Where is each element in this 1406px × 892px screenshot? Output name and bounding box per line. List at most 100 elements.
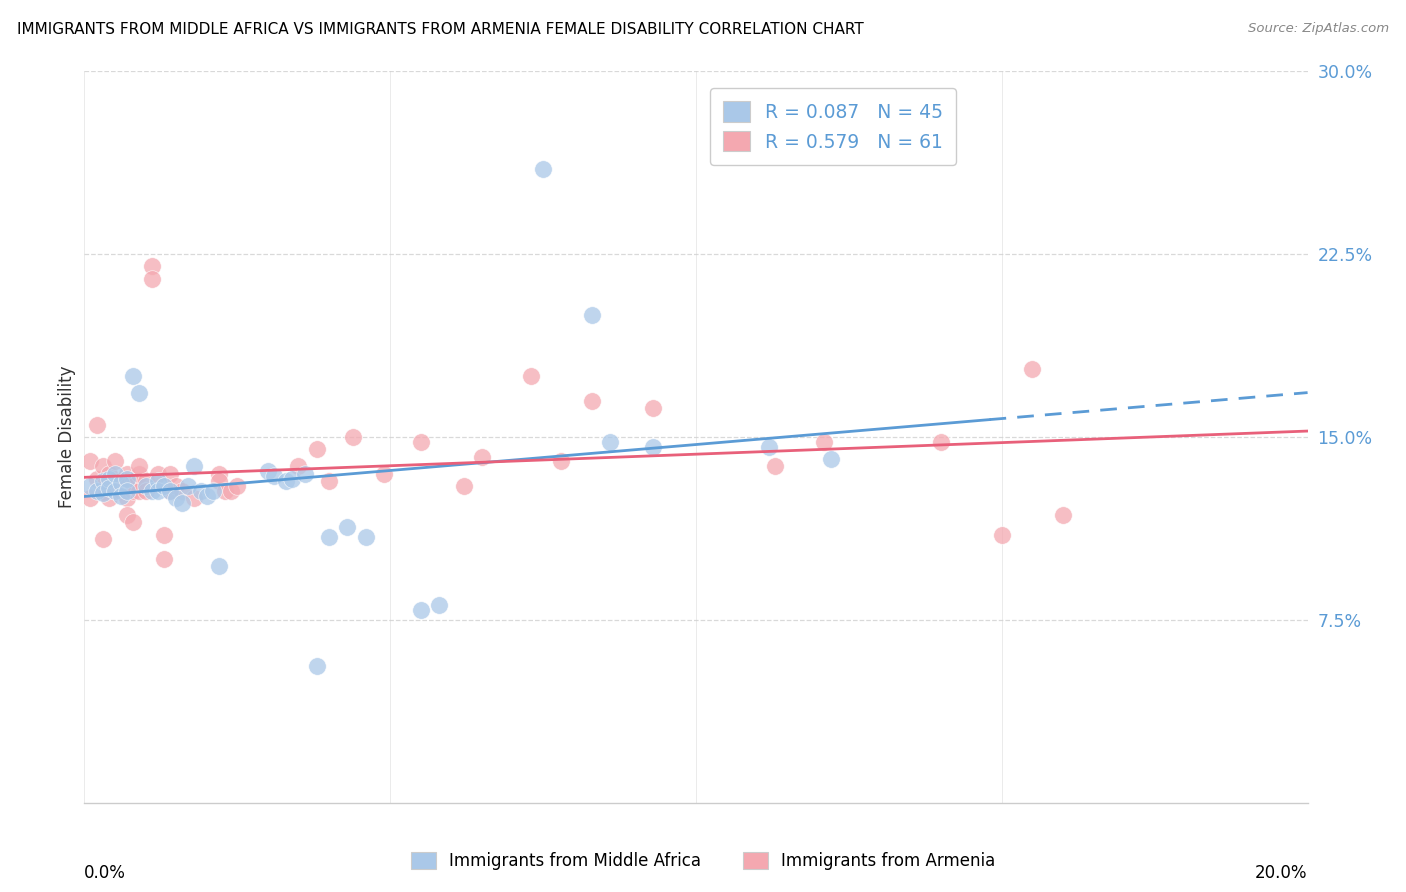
Point: [159, 467, 181, 481]
Point: [153, 552, 176, 566]
Point: [226, 479, 249, 493]
Point: [336, 520, 359, 534]
Point: [91, 483, 114, 498]
Point: [97, 467, 120, 481]
Point: [643, 440, 665, 454]
Point: [318, 474, 340, 488]
Point: [765, 459, 787, 474]
Point: [172, 483, 194, 498]
Point: [115, 483, 138, 498]
Point: [263, 469, 285, 483]
Point: [318, 530, 340, 544]
Point: [115, 471, 138, 485]
Point: [165, 479, 187, 493]
Point: [531, 161, 554, 176]
Text: 0.0%: 0.0%: [84, 863, 127, 882]
Point: [128, 386, 150, 401]
Point: [110, 474, 132, 488]
Point: [104, 483, 127, 498]
Point: [115, 467, 138, 481]
Point: [599, 434, 621, 449]
Point: [110, 489, 132, 503]
Point: [79, 454, 101, 468]
Point: [122, 474, 145, 488]
Point: [257, 464, 280, 478]
Point: [305, 442, 328, 457]
Text: 20.0%: 20.0%: [1256, 863, 1308, 882]
Point: [929, 434, 952, 449]
Point: [581, 393, 603, 408]
Point: [1052, 508, 1074, 522]
Point: [294, 467, 316, 481]
Point: [813, 434, 835, 449]
Point: [122, 483, 145, 498]
Point: [86, 471, 108, 485]
Point: [214, 483, 236, 498]
Point: [91, 533, 114, 547]
Point: [991, 527, 1014, 541]
Point: [471, 450, 494, 464]
Legend: R = 0.087   N = 45, R = 0.579   N = 61: R = 0.087 N = 45, R = 0.579 N = 61: [710, 88, 956, 165]
Point: [550, 454, 572, 468]
Point: [183, 459, 205, 474]
Point: [128, 467, 150, 481]
Point: [153, 479, 176, 493]
Point: [146, 467, 169, 481]
Point: [141, 483, 163, 498]
Point: [135, 479, 157, 493]
Point: [758, 440, 780, 454]
Point: [159, 483, 181, 498]
Point: [1021, 361, 1043, 376]
Point: [305, 659, 328, 673]
Point: [91, 474, 114, 488]
Point: [110, 483, 132, 498]
Point: [91, 459, 114, 474]
Point: [104, 483, 127, 498]
Point: [135, 474, 157, 488]
Point: [110, 479, 132, 493]
Point: [643, 401, 665, 415]
Point: [146, 483, 169, 498]
Point: [201, 483, 224, 498]
Point: [79, 479, 101, 493]
Point: [409, 603, 432, 617]
Point: [86, 417, 108, 432]
Point: [141, 260, 163, 274]
Point: [128, 483, 150, 498]
Point: [281, 471, 304, 485]
Point: [97, 491, 120, 505]
Point: [354, 530, 377, 544]
Point: [115, 491, 138, 505]
Point: [110, 476, 132, 491]
Point: [276, 474, 298, 488]
Point: [820, 452, 842, 467]
Point: [91, 479, 114, 493]
Point: [208, 467, 231, 481]
Text: IMMIGRANTS FROM MIDDLE AFRICA VS IMMIGRANTS FROM ARMENIA FEMALE DISABILITY CORRE: IMMIGRANTS FROM MIDDLE AFRICA VS IMMIGRA…: [17, 22, 863, 37]
Point: [219, 483, 242, 498]
Point: [409, 434, 432, 449]
Point: [195, 489, 218, 503]
Point: [520, 369, 543, 384]
Point: [287, 459, 309, 474]
Point: [128, 459, 150, 474]
Point: [97, 481, 120, 495]
Point: [165, 491, 187, 505]
Point: [177, 479, 200, 493]
Point: [172, 496, 194, 510]
Point: [115, 508, 138, 522]
Legend: Immigrants from Middle Africa, Immigrants from Armenia: Immigrants from Middle Africa, Immigrant…: [404, 845, 1002, 877]
Point: [122, 369, 145, 384]
Point: [208, 474, 231, 488]
Point: [427, 599, 450, 613]
Point: [183, 491, 205, 505]
Point: [104, 454, 127, 468]
Point: [159, 483, 181, 498]
Point: [97, 471, 120, 485]
Y-axis label: Female Disability: Female Disability: [58, 366, 76, 508]
Point: [453, 479, 475, 493]
Point: [141, 271, 163, 285]
Point: [122, 479, 145, 493]
Point: [342, 430, 364, 444]
Point: [104, 467, 127, 481]
